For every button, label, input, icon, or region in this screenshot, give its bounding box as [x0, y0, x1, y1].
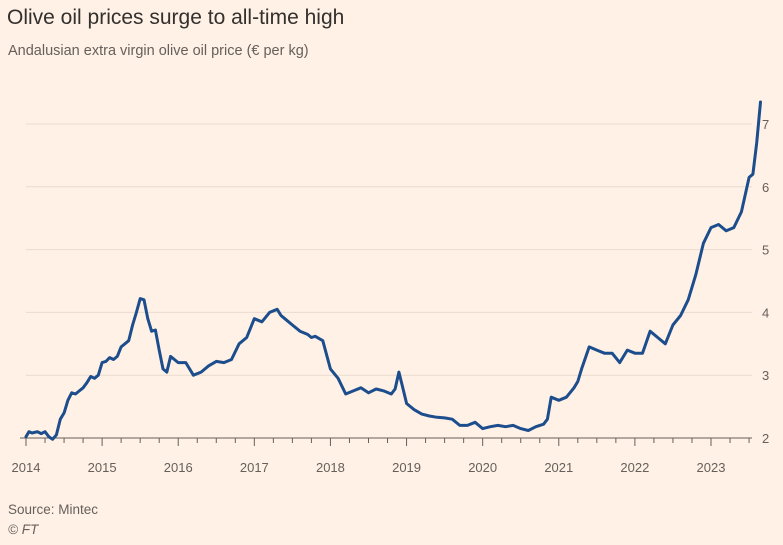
gridlines	[26, 123, 752, 376]
y-tick-label: 6	[762, 180, 769, 195]
x-tick-label: 2022	[620, 460, 649, 475]
copyright-credit: © FT	[8, 522, 39, 537]
x-tick-label: 2023	[697, 460, 726, 475]
x-axis	[20, 437, 752, 446]
source-note: Source: Mintec	[8, 502, 99, 517]
x-axis-labels: 2014 2015 2016 2017 2018 2019 2020 2021 2022 2023	[12, 460, 726, 475]
chart-subtitle: Andalusian extra virgin olive oil price …	[8, 43, 309, 59]
x-tick-label: 2016	[164, 460, 193, 475]
y-tick-label: 4	[762, 305, 769, 320]
x-tick-label: 2014	[12, 460, 41, 475]
x-tick-label: 2018	[316, 460, 345, 475]
y-tick-label: 2	[762, 431, 769, 446]
x-tick-label: 2020	[468, 460, 497, 475]
series-group	[24, 100, 762, 441]
x-tick-label: 2017	[240, 460, 269, 475]
chart-title: Olive oil prices surge to all-time high	[7, 6, 345, 29]
y-tick-label: 5	[762, 243, 769, 258]
y-axis-labels: 2 3 4 5 6 7	[762, 117, 769, 446]
x-tick-label: 2019	[392, 460, 421, 475]
x-tick-label: 2021	[544, 460, 573, 475]
y-tick-label: 3	[762, 368, 769, 383]
series-line-olive-oil-price	[24, 100, 762, 441]
y-tick-label: 7	[762, 117, 769, 132]
x-tick-label: 2015	[88, 460, 117, 475]
